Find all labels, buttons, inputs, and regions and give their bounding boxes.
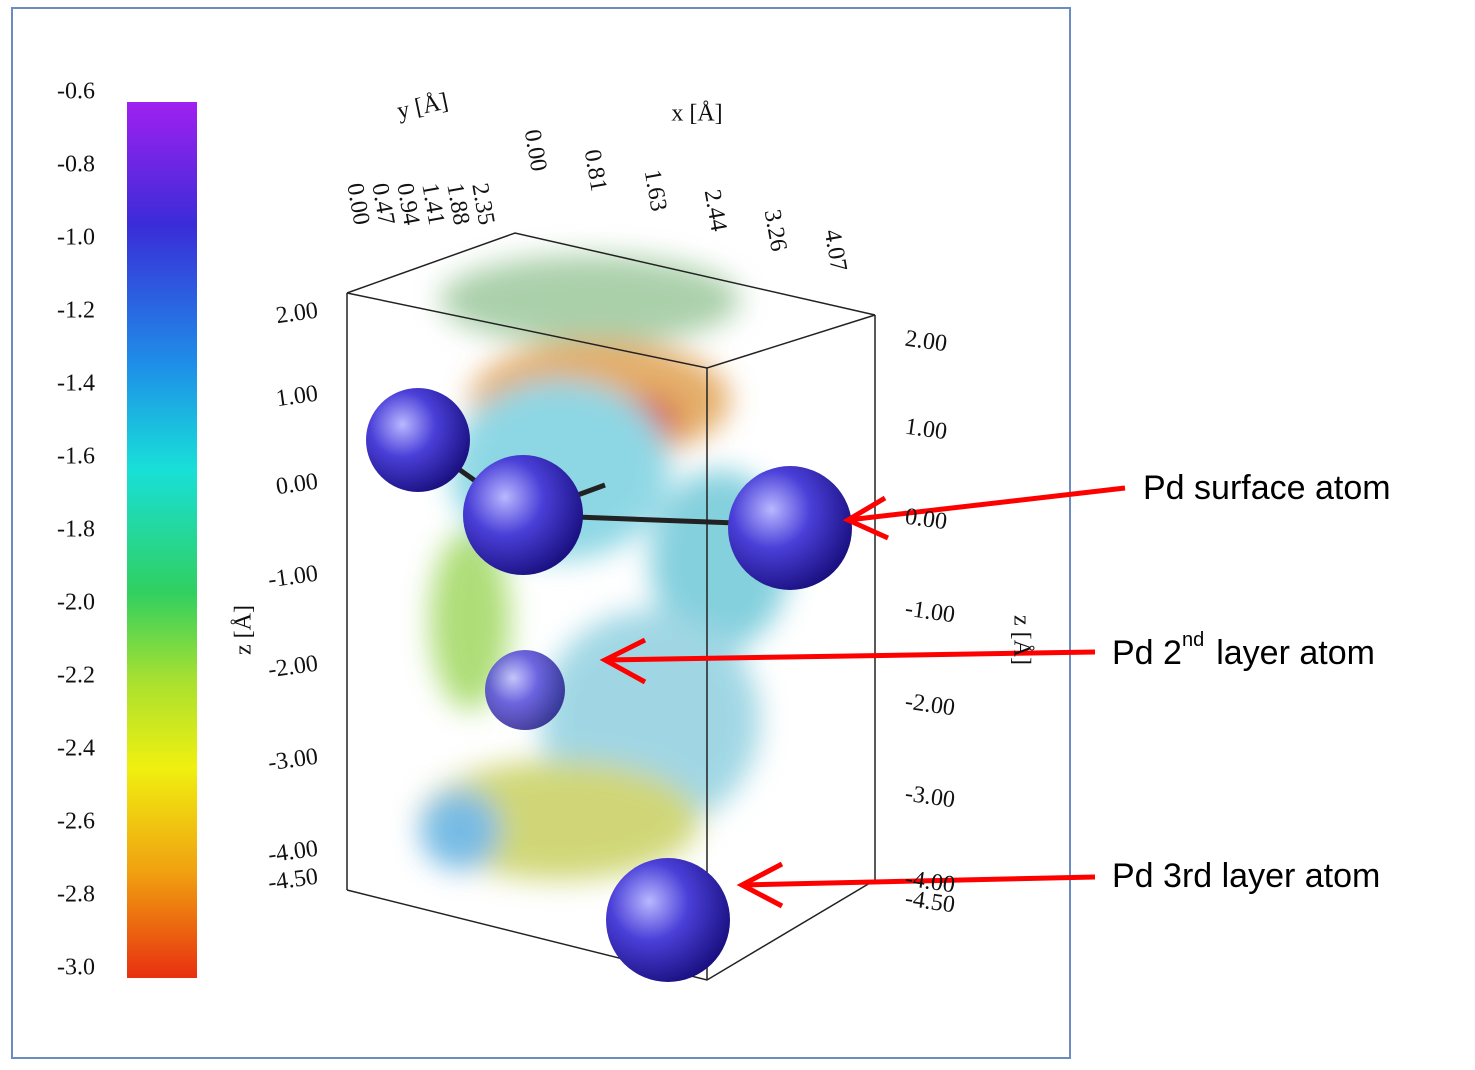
annotation-text: Pd 2 — [1112, 634, 1182, 672]
annotation: Pd surface atom — [1143, 469, 1391, 507]
colorbar — [127, 102, 197, 978]
colorbar-label: -1.2 — [57, 298, 95, 324]
colorbar-label: -0.8 — [57, 152, 95, 178]
colorbar-label: -1.6 — [57, 444, 95, 470]
annotation: Pd 3rd layer atom — [1112, 857, 1380, 895]
colorbar-label: -1.8 — [57, 517, 95, 543]
atom — [366, 388, 470, 492]
atom — [463, 455, 583, 575]
colorbar-label: -2.6 — [57, 809, 95, 835]
axis-title: x [Å] — [671, 101, 722, 127]
atom — [606, 858, 730, 982]
colorbar-label: -1.0 — [57, 225, 95, 251]
annotation: Pd 2nd layer atom — [1112, 629, 1375, 672]
colorbar-label: -2.2 — [57, 663, 95, 689]
axis-title: z [Å] — [231, 605, 257, 655]
colorbar-label: -2.0 — [57, 590, 95, 616]
colorbar-label: -3.0 — [57, 955, 95, 981]
axis-title: z [Å] — [1008, 615, 1034, 665]
page: {"colorbar": {"labels": ["-0.6", "-0.8",… — [0, 0, 1475, 1065]
colorbar-label: -2.4 — [57, 736, 95, 762]
annotation-text: layer atom — [1216, 634, 1375, 672]
figure: Pd surface atom Pd 2nd layer atom Pd 3rd … — [0, 0, 1475, 1065]
atom — [728, 466, 852, 590]
atom — [485, 650, 565, 730]
colorbar-label: -0.6 — [57, 79, 95, 105]
colorbar-label: -2.8 — [57, 882, 95, 908]
colorbar-label: -1.4 — [57, 371, 95, 397]
superscript: nd — [1182, 629, 1204, 651]
